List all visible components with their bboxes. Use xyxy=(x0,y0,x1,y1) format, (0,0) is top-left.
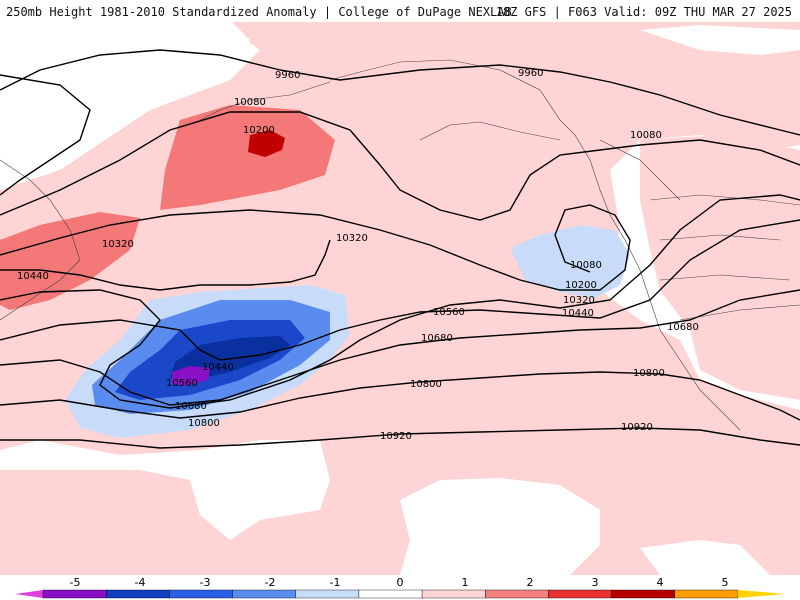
colorbar-segment xyxy=(232,589,296,599)
coastlines xyxy=(0,59,800,431)
colorbar-segment xyxy=(485,589,549,599)
contour-label: 10920 xyxy=(621,422,653,433)
colorbar-segment xyxy=(105,589,170,599)
contour-label: 10320 xyxy=(563,295,595,306)
colorbar-tick-label: 0 xyxy=(397,576,404,589)
header: 250mb Height 1981-2010 Standardized Anom… xyxy=(0,0,800,22)
colorbar-tick-label: -5 xyxy=(70,576,81,589)
colorbar-tick-label: -4 xyxy=(135,576,146,589)
contour-label: 10800 xyxy=(633,368,665,379)
colorbar-tick-label: 3 xyxy=(592,576,599,589)
height-contours xyxy=(0,49,800,449)
colorbar-segment xyxy=(674,589,739,599)
colorbar-tick-label: -2 xyxy=(265,576,276,589)
colorbar-segment xyxy=(295,589,360,599)
weather-map: 9960 9960 10080 10080 10200 10320 10320 … xyxy=(0,22,800,575)
colorbar-tick-label: 5 xyxy=(722,576,729,589)
contour-label: 10440 xyxy=(562,308,594,319)
colorbar-segment xyxy=(42,589,107,599)
contour-label: 9960 xyxy=(275,70,300,81)
contour-label: 10080 xyxy=(234,97,266,108)
contour-label: 10200 xyxy=(565,280,597,291)
colorbar-tick-label: -1 xyxy=(330,576,341,589)
contour-label: 10320 xyxy=(336,233,368,244)
negative-anomaly xyxy=(65,225,630,438)
colorbar-segment xyxy=(169,589,233,599)
colorbar: -5 -4 -3 -2 -1 0 1 2 3 4 5 xyxy=(15,576,785,599)
contour-label: 10560 xyxy=(166,378,198,389)
contour-label: 10200 xyxy=(243,125,275,136)
colorbar-segment xyxy=(358,589,423,599)
contour-label: 10680 xyxy=(421,333,453,344)
contour-label: 10080 xyxy=(630,130,662,141)
contour-label: 10800 xyxy=(188,418,220,429)
contour-label: 9960 xyxy=(518,68,543,79)
positive-anomaly-strong xyxy=(248,130,285,157)
contour-labels: 9960 9960 10080 10080 10200 10320 10320 … xyxy=(17,68,699,442)
contour-label: 10680 xyxy=(175,401,207,412)
contour-label: 10080 xyxy=(570,260,602,271)
model-run-info: 18Z GFS | F063 Valid: 09Z THU MAR 27 202… xyxy=(495,5,792,19)
colorbar-tick-label: 2 xyxy=(527,576,534,589)
contour-label: 10320 xyxy=(102,239,134,250)
colorbar-tick-label: 4 xyxy=(657,576,664,589)
colorbar-segment xyxy=(421,589,486,599)
contour-label: 10440 xyxy=(202,362,234,373)
contour-label: 10560 xyxy=(433,307,465,318)
contour-label: 10440 xyxy=(17,271,49,282)
contour-label: 10800 xyxy=(410,379,442,390)
positive-anomaly-medium xyxy=(0,105,335,310)
contour-label: 10920 xyxy=(380,431,412,442)
colorbar-segment xyxy=(611,589,676,599)
colorbar-segment xyxy=(548,589,612,599)
neutral-areas xyxy=(0,22,800,575)
colorbar-segment xyxy=(738,590,785,598)
colorbar-tick-label: 1 xyxy=(462,576,469,589)
colorbar-segment xyxy=(15,590,43,598)
contour-label: 10680 xyxy=(667,322,699,333)
map-title: 250mb Height 1981-2010 Standardized Anom… xyxy=(6,5,512,19)
colorbar-tick-label: -3 xyxy=(200,576,211,589)
